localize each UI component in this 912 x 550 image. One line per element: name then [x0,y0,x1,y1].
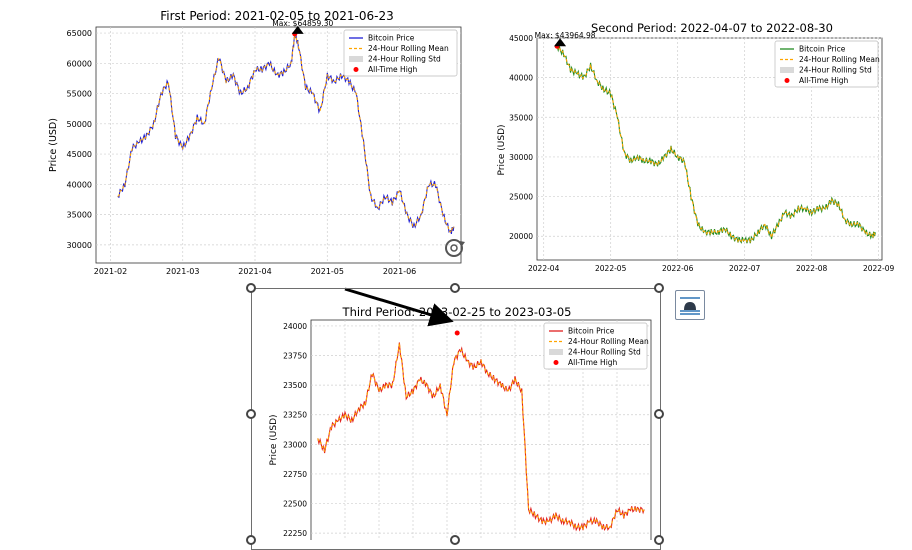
x-tick-label: 2022-09 [863,264,895,273]
y-tick-label: 40000 [509,74,533,83]
y-tick-label: 30000 [509,153,533,162]
y-tick-label: 23250 [283,411,307,420]
legend-swatch-ath [353,67,359,72]
legend-label: Bitcoin Price [568,327,615,336]
y-tick-label: 35000 [509,113,533,122]
y-axis-label: Price (USD) [269,414,279,465]
x-tick-label: 2021-02 [94,267,127,276]
y-tick-label: 60000 [67,59,92,68]
layout-options-button[interactable] [675,290,705,320]
legend-label: 24-Hour Rolling Std [799,66,872,75]
rotate-handle-icon[interactable] [443,236,467,260]
chart-second-period[interactable]: Second Period: 2022-04-07 to 2022-08-30 … [490,20,902,275]
legend-swatch-ath [784,78,790,83]
rolling-mean-line [117,34,455,234]
resize-handle-bottom[interactable] [450,535,460,545]
legend-swatch-std [780,67,794,73]
plot-area: 65000 60000 55000 50000 45000 40000 35000 30000… [48,19,462,276]
x-tick-label: 2021-06 [383,267,416,276]
legend-label: 24-Hour Rolling Mean [799,55,880,64]
chart-title: Third Period: 2023-02-25 to 2023-03-05 [342,305,572,319]
y-tick-label: 30000 [67,241,92,250]
legend-label: Bitcoin Price [368,34,415,43]
x-tick-label: 2021-03 [166,267,199,276]
legend-label: 24-Hour Rolling Std [568,348,641,357]
plot-area: 24000 23750 23500 23250 23000 22750 22500 22250… [269,319,652,540]
resize-handle-right[interactable] [654,409,664,419]
layout-options-icon [680,297,700,315]
legend-label: All-Time High [568,358,618,367]
legend-box [774,40,879,88]
resize-handle-bottom-left[interactable] [246,535,256,545]
y-tick-label: 45000 [67,150,92,159]
legend-swatch-ath [553,360,559,365]
x-tick-label: 2022-04 [528,264,560,273]
x-tick-label: 2022-06 [662,264,694,273]
y-tick-label: 20000 [509,232,533,241]
legend-label: All-Time High [368,65,418,74]
y-tick-label: 23000 [283,440,307,449]
y-axis-label: Price (USD) [497,124,507,175]
legend-swatch-std [349,56,363,62]
legend-label: 24-Hour Rolling Mean [568,337,649,346]
chart-title: First Period: 2021-02-05 to 2021-06-23 [160,9,394,23]
resize-handle-top-left[interactable] [246,283,256,293]
x-tick-label: 2022-07 [729,264,761,273]
max-arrow [554,38,567,47]
y-tick-label: 65000 [67,29,92,38]
legend-box [543,322,648,370]
y-tick-label: 22750 [283,470,307,479]
x-tick-label: 2021-05 [311,267,344,276]
chart-third-period[interactable]: Third Period: 2023-02-25 to 2023-03-05 2… [262,300,652,540]
y-tick-label: 50000 [67,120,92,129]
resize-handle-left[interactable] [246,409,256,419]
y-tick-label: 22500 [283,500,307,509]
y-tick-label: 55000 [67,90,92,99]
max-arrow [291,25,304,34]
x-tick-label: 2022-05 [595,264,627,273]
max-annotation: Max: $43964.98 [535,31,596,40]
resize-handle-top-right[interactable] [654,283,664,293]
chart-first-period[interactable]: First Period: 2021-02-05 to 2021-06-23 6… [40,5,470,277]
x-tick-label: 2022-08 [796,264,828,273]
chart-title: Second Period: 2022-04-07 to 2022-08-30 [591,21,833,35]
legend-label: Bitcoin Price [799,45,846,54]
rolling-mean-line [317,343,645,531]
y-tick-label: 23500 [283,381,307,390]
resize-handle-bottom-right[interactable] [654,535,664,545]
max-annotation: Max: $64859.30 [272,19,333,28]
legend-swatch-std [549,349,563,355]
x-tick-label: 2021-04 [238,267,271,276]
y-tick-label: 24000 [283,322,307,331]
rolling-mean-line [556,45,876,243]
legend-label: All-Time High [799,76,849,85]
plot-area: 45000 40000 35000 30000 25000 20000 2022-04 202… [497,31,895,273]
y-axis-label: Price (USD) [48,118,59,172]
legend-label: 24-Hour Rolling Mean [368,44,449,53]
legend-label: 24-Hour Rolling Std [368,55,441,64]
all-time-high-point [454,330,460,336]
y-tick-label: 45000 [509,34,533,43]
y-tick-label: 22250 [283,529,307,538]
y-tick-label: 35000 [67,211,92,220]
resize-handle-top[interactable] [450,283,460,293]
legend-box [343,29,458,77]
y-tick-label: 23750 [283,352,307,361]
y-tick-label: 25000 [509,193,533,202]
y-tick-label: 40000 [67,180,92,189]
